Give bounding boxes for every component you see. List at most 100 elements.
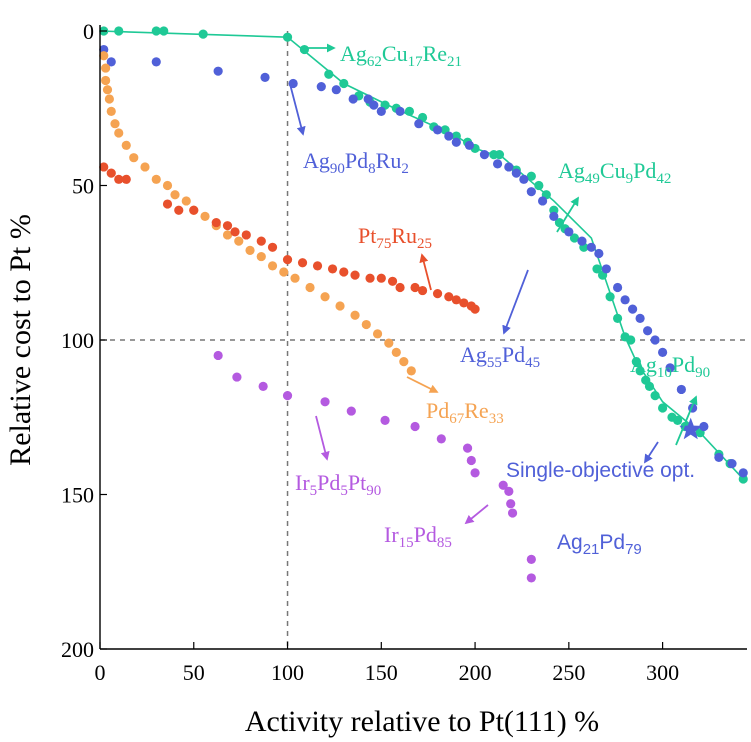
point-green-1 xyxy=(114,26,124,36)
x-tick-label-50: 50 xyxy=(183,660,205,685)
point-purple-12 xyxy=(498,480,508,490)
point-green-24 xyxy=(534,180,544,191)
point-blue-43 xyxy=(727,459,737,469)
x-axis-title: Activity relative to Pt(111) % xyxy=(245,705,599,738)
point-red-18 xyxy=(350,270,360,280)
point-orange-21 xyxy=(256,251,266,262)
point-blue-18 xyxy=(479,150,490,160)
label-part: 90 xyxy=(695,365,710,381)
label-part: 15 xyxy=(399,535,414,551)
label-part: 10 xyxy=(657,365,672,381)
arrow-pt75ru25 xyxy=(419,253,432,291)
x-tick-label-300: 300 xyxy=(646,660,679,685)
point-purple-1 xyxy=(232,372,242,382)
label-part: 75 xyxy=(376,236,391,252)
point-purple-16 xyxy=(526,554,536,564)
point-orange-12 xyxy=(162,180,173,191)
point-orange-2 xyxy=(101,75,111,86)
point-orange-30 xyxy=(372,329,383,339)
point-orange-34 xyxy=(406,366,416,376)
point-purple-0 xyxy=(213,350,223,361)
label-part: 85 xyxy=(437,535,452,551)
label-part: 25 xyxy=(417,236,432,252)
point-green-8 xyxy=(339,78,349,89)
y-tick-label-0: 0 xyxy=(83,19,94,44)
point-blue-11 xyxy=(376,106,386,116)
point-red-21 xyxy=(387,276,398,286)
point-blue-28 xyxy=(586,242,596,252)
label-part: 90 xyxy=(366,483,381,499)
point-orange-0 xyxy=(99,51,109,61)
arrow-ag10pd90 xyxy=(675,395,698,446)
point-blue-41 xyxy=(699,421,709,432)
point-blue-10 xyxy=(369,100,379,110)
point-orange-32 xyxy=(391,347,401,357)
point-green-37 xyxy=(631,357,641,367)
label-part: 2 xyxy=(401,161,409,177)
point-red-22 xyxy=(395,282,405,293)
point-orange-10 xyxy=(140,162,150,172)
label-part: Ru xyxy=(376,148,402,173)
point-blue-33 xyxy=(628,304,638,314)
label-part: Pd xyxy=(672,352,695,377)
point-blue-35 xyxy=(643,326,653,336)
point-red-15 xyxy=(312,261,323,271)
point-red-7 xyxy=(211,217,221,228)
y-axis-title: Relative cost to Pt % xyxy=(4,214,37,466)
point-orange-19 xyxy=(234,236,244,246)
point-blue-31 xyxy=(613,282,623,293)
point-red-14 xyxy=(297,258,308,268)
y-tick-label-50: 50 xyxy=(72,174,94,199)
label-part: Pd xyxy=(317,470,340,495)
y-tick-label-100: 100 xyxy=(61,328,94,353)
point-red-12 xyxy=(267,242,278,252)
point-orange-14 xyxy=(181,196,191,206)
label-part: 79 xyxy=(625,541,642,558)
x-tick-label-200: 200 xyxy=(459,660,492,685)
point-green-31 xyxy=(592,264,602,274)
point-orange-31 xyxy=(384,338,394,348)
point-blue-37 xyxy=(658,347,668,357)
arrow-ir15pd85 xyxy=(464,504,489,525)
point-green-42 xyxy=(658,403,668,413)
point-green-5 xyxy=(282,32,293,42)
data-points xyxy=(99,26,748,583)
label-pd67re33: Pd67Re33 xyxy=(426,398,504,427)
point-orange-8 xyxy=(121,140,131,150)
label-ir15pd85: Ir15Pd85 xyxy=(384,522,452,551)
point-blue-29 xyxy=(594,248,604,259)
point-purple-4 xyxy=(320,397,330,407)
point-blue-38 xyxy=(665,363,675,373)
point-orange-3 xyxy=(102,85,113,95)
label-part: 90 xyxy=(330,161,345,177)
point-red-25 xyxy=(432,289,443,299)
label-part: Re xyxy=(423,41,447,66)
point-purple-11 xyxy=(470,468,480,478)
point-green-36 xyxy=(626,335,636,345)
y-tick-label-150: 150 xyxy=(61,483,94,508)
point-red-5 xyxy=(174,205,184,215)
arrow-ag49cu9pd42 xyxy=(556,196,579,233)
point-red-28 xyxy=(459,298,469,308)
point-orange-23 xyxy=(279,267,289,277)
label-single-objective-opt: Single-objective opt. xyxy=(506,459,695,482)
label-pt75ru25: Pt75Ru25 xyxy=(358,223,432,252)
point-red-0 xyxy=(99,162,109,172)
point-red-13 xyxy=(282,255,293,265)
single-objective-star-marker xyxy=(679,417,703,440)
point-orange-25 xyxy=(305,282,315,293)
point-purple-8 xyxy=(436,434,446,444)
point-red-4 xyxy=(162,199,173,209)
point-blue-39 xyxy=(676,384,686,395)
label-part: Pd xyxy=(414,522,437,547)
label-part: 67 xyxy=(449,411,465,427)
point-red-26 xyxy=(444,292,454,302)
point-purple-9 xyxy=(462,443,473,453)
label-part: 33 xyxy=(489,411,504,427)
point-purple-13 xyxy=(504,486,514,497)
point-orange-20 xyxy=(245,245,255,255)
label-part: 62 xyxy=(367,54,382,70)
label-part: 5 xyxy=(340,483,348,499)
point-orange-29 xyxy=(361,319,371,330)
